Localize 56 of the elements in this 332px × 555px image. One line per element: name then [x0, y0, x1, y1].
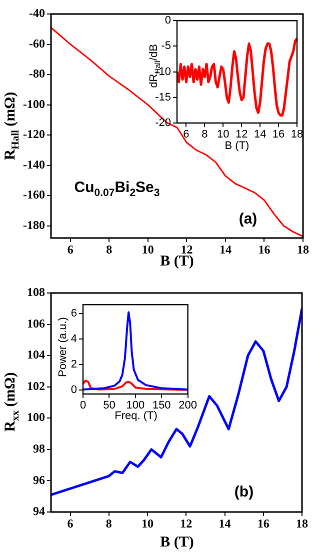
- x-tick-label: 16: [272, 128, 285, 141]
- y-tick-label: 100: [27, 410, 45, 424]
- x-axis-title: Freq. (T): [114, 410, 158, 422]
- x-axis-title: B (T): [224, 140, 250, 152]
- x-tick-label: 12: [180, 242, 193, 256]
- x-tick-label: 12: [235, 128, 248, 141]
- y-tick-label: 2: [70, 358, 77, 371]
- x-tick-label: 14: [254, 128, 266, 141]
- x-tick-label: 6: [183, 128, 190, 141]
- annotation: (b): [234, 484, 254, 500]
- x-tick-label: 200: [178, 400, 198, 412]
- x-tick-label: 16: [258, 242, 270, 256]
- x-tick-label: 18: [297, 242, 309, 256]
- x-tick-label: 18: [290, 128, 304, 141]
- x-tick-label: 50: [103, 400, 116, 412]
- y-tick-label: -20: [155, 117, 171, 130]
- x-tick-label: 14: [218, 516, 231, 530]
- x-tick-label: 8: [202, 128, 208, 141]
- y-tick-label: 6: [70, 308, 77, 320]
- x-tick-label: 8: [106, 242, 112, 256]
- y-tick-label: 102: [27, 378, 45, 393]
- y-tick-label: 4: [70, 333, 77, 346]
- y-tick-label: -140: [23, 157, 45, 172]
- y-axis-title: Power (a.u.): [57, 317, 69, 377]
- annotation: Cu$_{0.07}$Bi$_{2}$Se$_{3}$: [74, 179, 160, 199]
- y-tick-label: 94: [33, 504, 45, 518]
- x-axis-title: B (T): [160, 534, 194, 552]
- y-tick-label: -180: [23, 218, 45, 232]
- y-tick-label: -40: [29, 6, 45, 20]
- y-tick-label: 96: [33, 472, 45, 487]
- y-tick-label: -15: [155, 91, 171, 104]
- y-tick-label: -160: [23, 188, 45, 202]
- x-tick-label: 16: [257, 516, 270, 530]
- y-tick-label: -100: [23, 96, 45, 111]
- y-tick-label: 0: [164, 14, 171, 27]
- x-axis-title: B (T): [160, 254, 194, 270]
- x-tick-label: 10: [142, 242, 154, 256]
- y-tick-label: -120: [23, 127, 45, 142]
- y-tick-label: 108: [27, 285, 45, 300]
- y-tick-label: -60: [29, 36, 45, 50]
- x-tick-label: 0: [80, 400, 86, 412]
- x-tick-label: 150: [152, 400, 171, 412]
- x-tick-label: 8: [106, 516, 112, 530]
- y-tick-label: -80: [29, 66, 45, 81]
- y-tick-label: -5: [161, 40, 171, 52]
- y-tick-label: 98: [33, 442, 45, 456]
- annotation: (a): [238, 210, 258, 228]
- x-tick-label: 12: [180, 516, 192, 530]
- x-tick-label: 10: [217, 128, 230, 141]
- x-tick-label: 14: [219, 242, 232, 256]
- x-tick-label: 100: [126, 400, 145, 412]
- y-tick-label: 0: [70, 384, 77, 396]
- x-tick-label: 10: [142, 516, 154, 530]
- x-tick-label: 18: [296, 516, 308, 530]
- y-tick-label: 104: [27, 348, 45, 362]
- y-tick-label: 106: [27, 316, 45, 330]
